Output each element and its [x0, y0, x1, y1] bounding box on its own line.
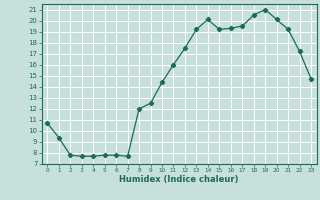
X-axis label: Humidex (Indice chaleur): Humidex (Indice chaleur): [119, 175, 239, 184]
